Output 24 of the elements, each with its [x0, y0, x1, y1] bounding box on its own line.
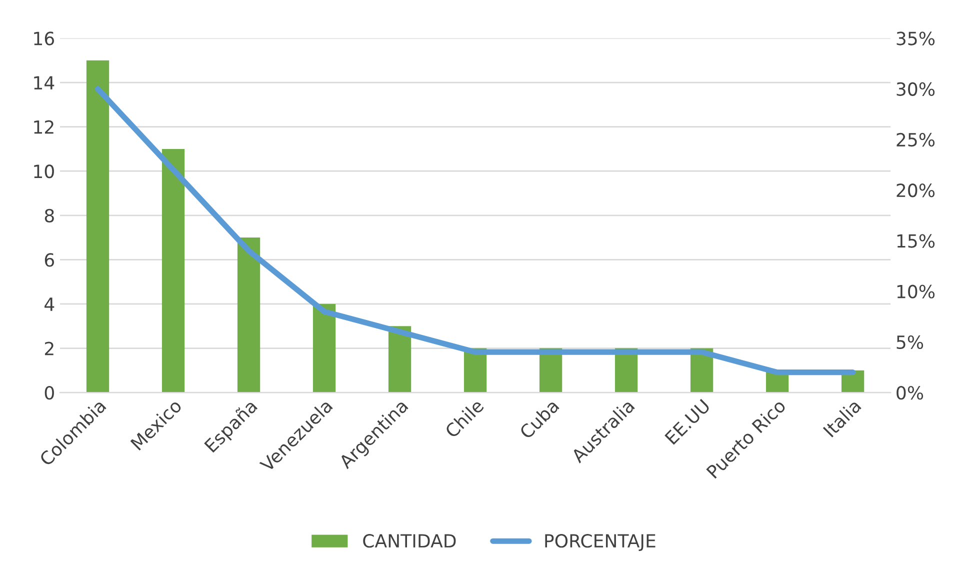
y2-tick-label: 15%	[897, 234, 935, 248]
y-tick-label: 0	[44, 386, 54, 400]
bar	[312, 304, 336, 393]
y-tick-label: 4	[44, 298, 54, 311]
y2-tick-label: 25%	[896, 132, 935, 147]
y-tick-label: 12	[34, 120, 54, 134]
bar	[388, 326, 412, 393]
y-tick-label: 8	[44, 208, 54, 223]
y2-tick-label: 30%	[896, 82, 935, 96]
y2-tick-label: 0%	[896, 386, 924, 400]
y2-tick-label: 10%	[897, 284, 935, 298]
y2-tick-label: 20%	[896, 184, 935, 198]
y-tick-label: 14	[34, 76, 54, 90]
y2-tick-label: 5%	[896, 335, 924, 350]
y2-tick-label: 35%	[896, 32, 935, 46]
bar	[237, 238, 260, 393]
y-tick-label: 16	[34, 32, 54, 46]
bar	[162, 148, 185, 393]
y-tick-label: 6	[44, 253, 54, 267]
y-tick-label: 10	[34, 164, 54, 178]
legend-label: PORCENTAJE	[545, 534, 656, 552]
bar	[86, 60, 110, 393]
y-tick-label: 2	[44, 342, 54, 356]
legend-label: CANTIDAD	[363, 534, 456, 548]
